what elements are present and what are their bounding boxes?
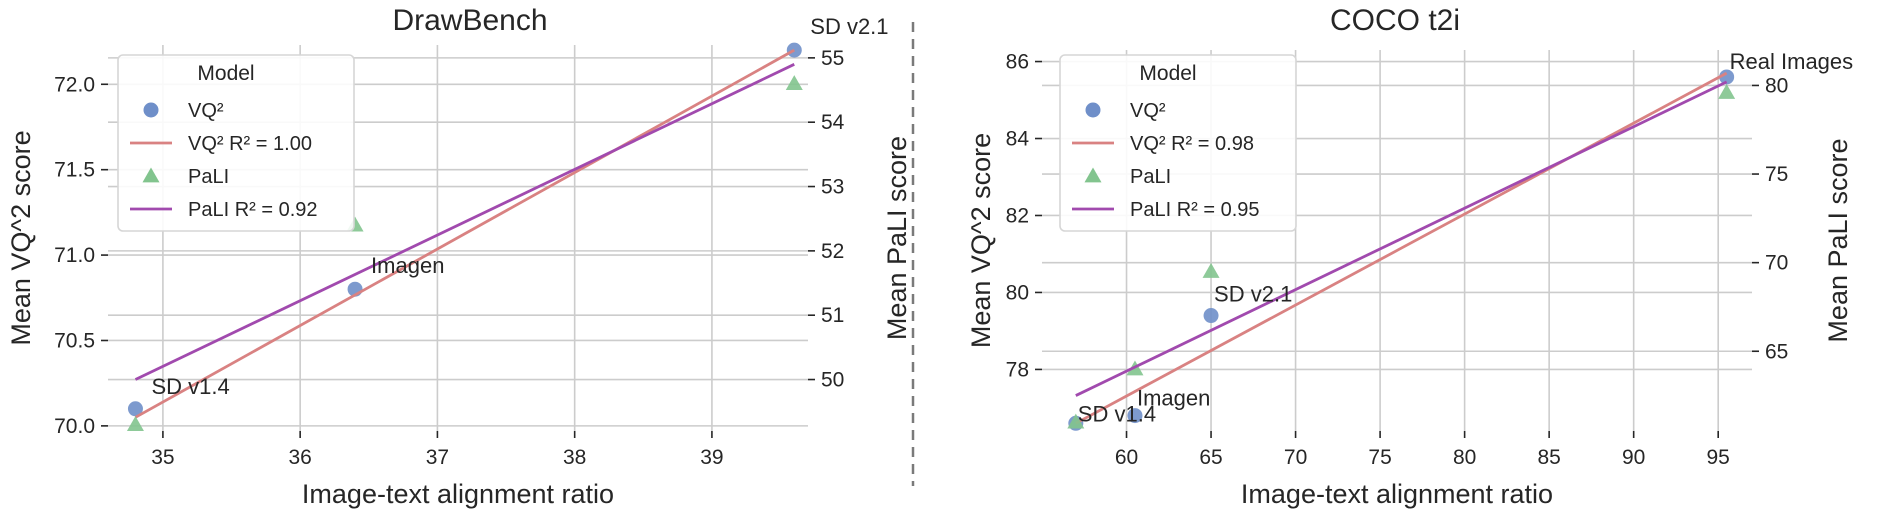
y2-tick-label: 80	[1765, 74, 1788, 97]
y-tick-label: 84	[1006, 128, 1030, 151]
x-axis-label: Image-text alignment ratio	[1241, 479, 1553, 509]
legend-title: Model	[197, 62, 254, 85]
y2-tick-label: 75	[1765, 163, 1788, 186]
legend-title: Model	[1139, 62, 1196, 85]
pali-point	[1202, 263, 1220, 278]
legend-triangle-swatch	[1084, 167, 1102, 183]
x-axis-label: Image-text alignment ratio	[302, 479, 614, 509]
pali-point	[785, 75, 803, 90]
y-tick-label: 71.0	[54, 244, 95, 267]
regression-line	[134, 63, 795, 381]
legend-label: PaLI R² = 0.95	[1130, 199, 1260, 221]
y-tick-label: 78	[1006, 358, 1029, 381]
drawbench-panel: 35 36 37 38 39 70.0 70.5 71.0 71.5 72.0 50 51 52 53 54…	[6, 4, 912, 509]
legend-label: PaLI	[1130, 166, 1171, 188]
y2-tick-label: 51	[821, 304, 844, 327]
point-annotation: Real Images	[1730, 49, 1854, 74]
y-tick-label: 86	[1006, 51, 1029, 74]
x-tick-label: 39	[700, 446, 723, 469]
regression-line	[134, 48, 795, 419]
x-tick-label: 90	[1622, 446, 1645, 469]
y-tick-label: 70.0	[54, 415, 95, 438]
legend-label: VQ²	[1130, 100, 1166, 122]
vq2-point	[1719, 69, 1735, 85]
x-tick-label: 70	[1284, 446, 1307, 469]
coco-t2i-panel: 60 65 70 75 80 85 90 95 78 80 82 84 86 65 70 75 80 COCO t…	[966, 4, 1853, 509]
legend-label: PaLI	[188, 166, 229, 188]
pali-point	[126, 416, 144, 431]
legend-label: PaLI R² = 0.92	[188, 199, 318, 221]
x-tick-label: 35	[151, 446, 174, 469]
legend-label: VQ² R² = 0.98	[1130, 133, 1254, 155]
legend-box	[117, 54, 355, 232]
y2-tick-label: 65	[1765, 340, 1788, 363]
y2-tick-label: 70	[1765, 252, 1788, 275]
vq2-point	[1203, 308, 1219, 324]
y2-axis-label: Mean PaLI score	[1823, 138, 1853, 342]
point-annotation: SD v1.4	[1078, 401, 1156, 426]
point-annotation: Imagen	[371, 253, 444, 278]
chart-title: COCO t2i	[1330, 4, 1460, 37]
legend-box	[1059, 54, 1297, 232]
x-tick-label: 37	[426, 446, 449, 469]
chart-title: DrawBench	[392, 4, 547, 37]
vq2-point	[127, 401, 143, 417]
x-tick-label: 95	[1707, 446, 1730, 469]
point-annotation: SD v2.1	[810, 14, 888, 39]
y-axis-label: Mean VQ^2 score	[966, 133, 996, 348]
x-tick-label: 75	[1368, 446, 1391, 469]
y2-tick-label: 54	[821, 111, 845, 134]
legend-label: VQ² R² = 1.00	[188, 133, 312, 155]
legend-circle-swatch	[1085, 102, 1101, 118]
y-axis-label: Mean VQ^2 score	[6, 130, 36, 345]
regression-line	[1075, 71, 1728, 425]
x-tick-label: 85	[1537, 446, 1560, 469]
point-annotation: SD v2.1	[1214, 282, 1292, 307]
y2-tick-label: 50	[821, 369, 844, 392]
legend-label: VQ²	[188, 100, 224, 122]
legend-triangle-swatch	[142, 167, 160, 183]
x-tick-label: 65	[1199, 446, 1222, 469]
y-tick-label: 80	[1006, 281, 1029, 304]
vq2-point	[1127, 408, 1143, 424]
pali-point	[1067, 413, 1085, 429]
legend-circle-swatch	[143, 102, 159, 118]
y-tick-label: 71.5	[54, 159, 95, 182]
x-tick-label: 80	[1453, 446, 1476, 469]
pali-point	[1718, 84, 1736, 99]
y-tick-label: 82	[1006, 204, 1029, 227]
y2-tick-label: 53	[821, 176, 844, 199]
point-annotation: Imagen	[1137, 386, 1210, 411]
y2-axis-label: Mean PaLI score	[882, 136, 912, 340]
point-annotation: SD v1.4	[151, 374, 229, 399]
x-tick-label: 36	[288, 446, 311, 469]
x-tick-label: 38	[563, 446, 586, 469]
y2-tick-label: 55	[821, 47, 844, 70]
x-tick-label: 60	[1115, 446, 1138, 469]
y-tick-label: 72.0	[54, 73, 95, 96]
y-tick-label: 70.5	[54, 329, 95, 352]
regression-line	[1075, 80, 1728, 397]
y2-tick-label: 52	[821, 240, 844, 263]
